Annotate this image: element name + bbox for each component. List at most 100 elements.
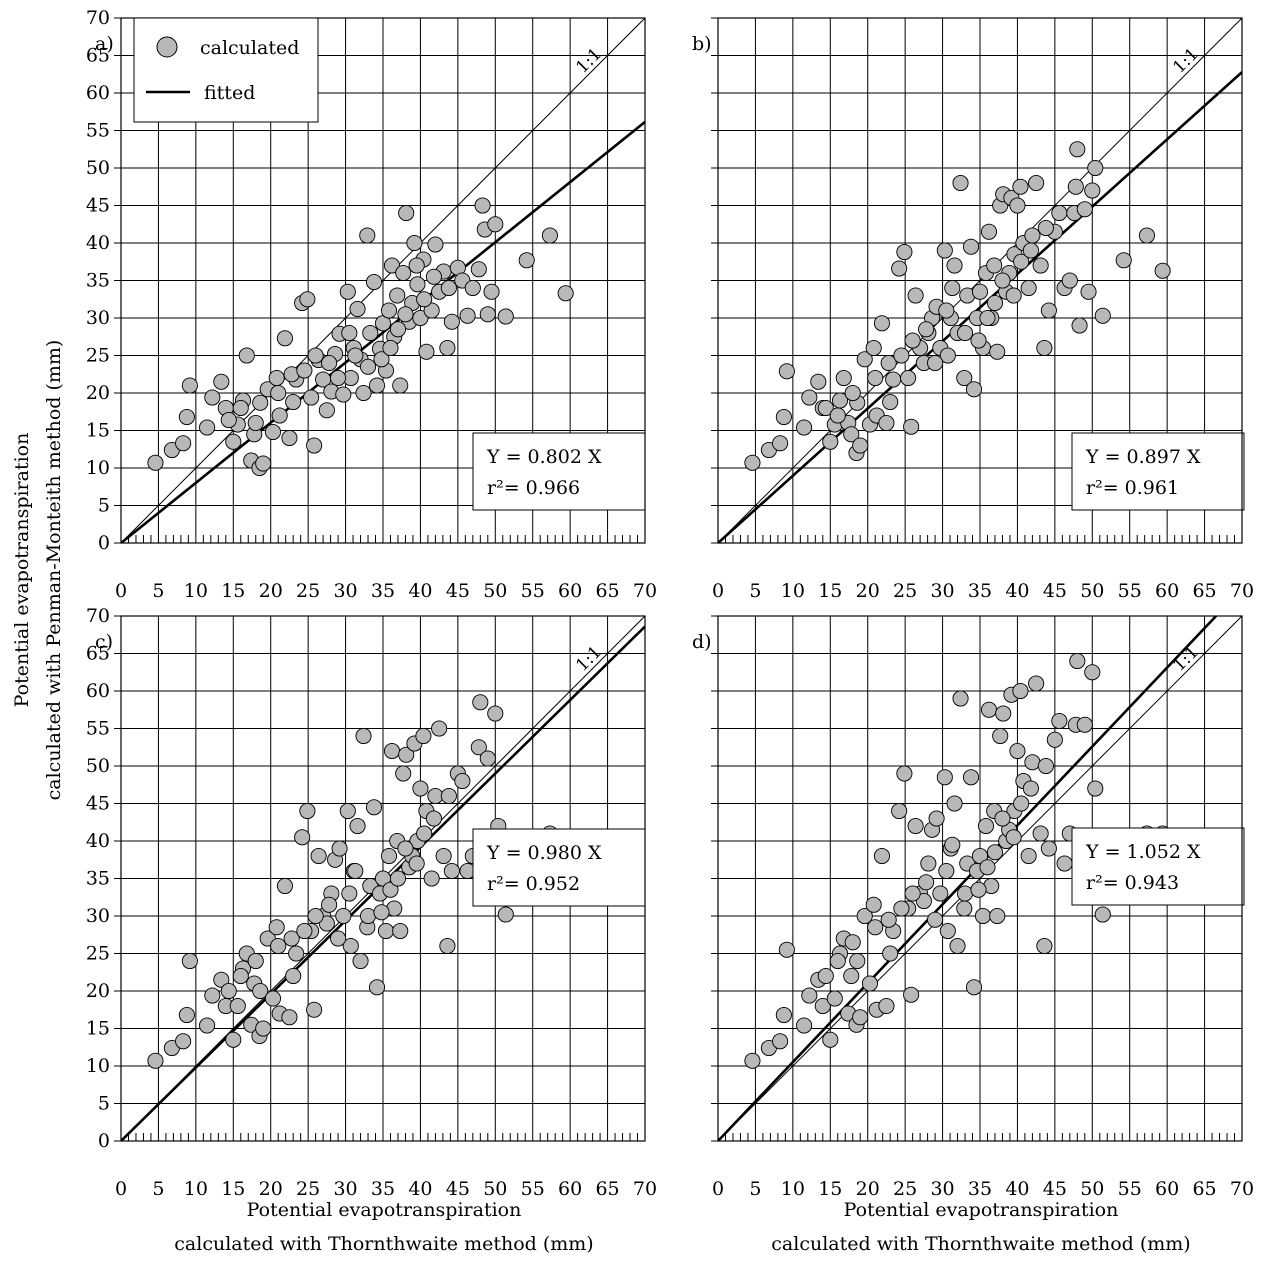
data-point-0-59 [406, 234, 423, 252]
data-point-3-51 [980, 701, 998, 718]
data-point-3-92 [918, 874, 935, 891]
data-point-3-86 [829, 952, 846, 970]
y-tick-label-2-13: 65 [86, 643, 110, 665]
x-tick-label-3-11: 55 [1118, 1178, 1142, 1200]
data-point-2-23 [281, 1009, 298, 1026]
data-point-0-7 [213, 373, 230, 390]
data-point-2-40 [349, 817, 366, 835]
data-point-3-91 [904, 885, 921, 902]
data-point-3-32 [915, 892, 932, 910]
data-point-2-50 [380, 847, 398, 865]
data-point-0-61 [412, 309, 429, 327]
data-point-3-96 [956, 885, 974, 902]
data-point-2-37 [339, 802, 356, 820]
data-point-2-69 [443, 862, 460, 880]
x-tick-label-1-3: 15 [818, 580, 842, 602]
x-tick-label-2-9: 45 [446, 1178, 470, 1200]
data-point-2-74 [470, 739, 487, 756]
data-point-0-65 [427, 236, 444, 253]
data-point-2-49 [377, 922, 395, 940]
data-point-1-61 [1009, 197, 1026, 214]
data-point-1-67 [1032, 257, 1049, 274]
data-point-2-10 [229, 997, 246, 1015]
data-point-3-95 [944, 836, 961, 853]
data-point-2-104 [440, 787, 457, 805]
data-point-2-98 [382, 881, 399, 898]
data-point-3-14 [843, 967, 860, 985]
data-point-2-62 [415, 727, 432, 745]
x-tick-label-3-3: 15 [818, 1178, 842, 1200]
data-point-3-71 [1051, 712, 1068, 730]
panel-1: Y = 0.897 X r²= 0.961 0 5 10 15 20 25 30 35 40 45 50… [692, 17, 1254, 602]
reference-line-1to1-0 [121, 18, 645, 543]
data-point-3-33 [920, 855, 937, 872]
data-point-3-97 [970, 881, 987, 898]
data-point-2-87 [247, 952, 264, 970]
data-point-1-81 [1087, 159, 1104, 177]
data-point-1-38 [939, 347, 956, 364]
data-point-0-6 [204, 389, 221, 406]
data-point-1-102 [1005, 287, 1022, 304]
data-point-2-41 [352, 952, 369, 970]
data-point-3-79 [1084, 664, 1101, 681]
data-point-3-18 [856, 907, 873, 925]
data-point-2-3 [178, 1006, 195, 1024]
equation-text-3: Y = 1.052 X [1085, 841, 1201, 863]
fitted-line-0 [121, 120, 645, 543]
data-point-0-28 [303, 389, 320, 406]
equation-box-1 [1071, 432, 1245, 511]
data-point-0-43 [359, 227, 376, 244]
x-tick-label-3-8: 40 [1005, 1178, 1029, 1200]
data-point-3-10 [826, 990, 843, 1007]
data-point-2-32 [318, 915, 335, 932]
y-tick-label-0-9: 45 [86, 195, 110, 217]
x-tick-label-1-2: 10 [781, 580, 805, 602]
data-point-2-29 [306, 1001, 323, 1018]
data-point-3-103 [1022, 780, 1039, 797]
data-point-3-6 [801, 987, 818, 1004]
x-tick-label-2-6: 30 [333, 1178, 357, 1200]
data-point-3-64 [1020, 847, 1037, 865]
x-axis-title-right-line-2: calculated with Thornthwaite method (mm) [771, 1233, 1190, 1255]
y-tick-label-2-11: 55 [86, 718, 110, 740]
data-point-3-41 [949, 937, 966, 955]
x-tick-label-2-13: 65 [595, 1178, 619, 1200]
data-point-1-101 [994, 272, 1011, 289]
y-axis-title-line-2: calculated with Penman-Monteith method (… [43, 340, 65, 801]
data-point-1-74 [1067, 178, 1084, 195]
data-point-2-66 [431, 720, 448, 737]
data-point-3-93 [927, 911, 944, 928]
fitted-line-3 [718, 616, 1218, 1141]
data-point-1-64 [1020, 279, 1037, 297]
data-point-2-65 [427, 787, 444, 805]
x-tick-label-2-10: 50 [483, 1178, 507, 1200]
data-point-0-54 [392, 377, 409, 394]
x-tick-label-3-2: 10 [781, 1178, 805, 1200]
data-point-3-3 [775, 1006, 792, 1024]
data-point-1-12 [835, 369, 852, 387]
data-point-1-4 [778, 363, 795, 380]
legend: calculated fitted [133, 17, 319, 123]
data-point-3-85 [817, 967, 834, 985]
data-point-0-102 [425, 268, 442, 285]
data-point-0-89 [296, 362, 313, 379]
data-point-1-83 [1115, 252, 1132, 269]
y-tick-label-2-9: 45 [86, 793, 110, 815]
plot-frame-0 [120, 17, 646, 544]
data-point-2-102 [416, 825, 433, 842]
data-point-1-29 [903, 418, 920, 435]
data-point-0-74 [470, 261, 487, 278]
data-point-0-83 [557, 285, 574, 302]
data-point-0-103 [440, 279, 457, 297]
data-point-3-88 [867, 919, 884, 936]
x-tick-label-0-9: 45 [446, 580, 470, 602]
data-point-0-84 [220, 411, 237, 429]
data-point-1-16 [852, 437, 869, 454]
data-point-1-91 [893, 347, 910, 364]
y-tick-label-2-2: 10 [86, 1055, 110, 1077]
y-tick-label-2-1: 5 [98, 1093, 110, 1115]
data-point-0-22 [276, 330, 293, 347]
data-point-1-62 [1012, 178, 1029, 195]
x-tick-label-3-13: 65 [1192, 1178, 1216, 1200]
data-point-0-100 [408, 257, 425, 274]
